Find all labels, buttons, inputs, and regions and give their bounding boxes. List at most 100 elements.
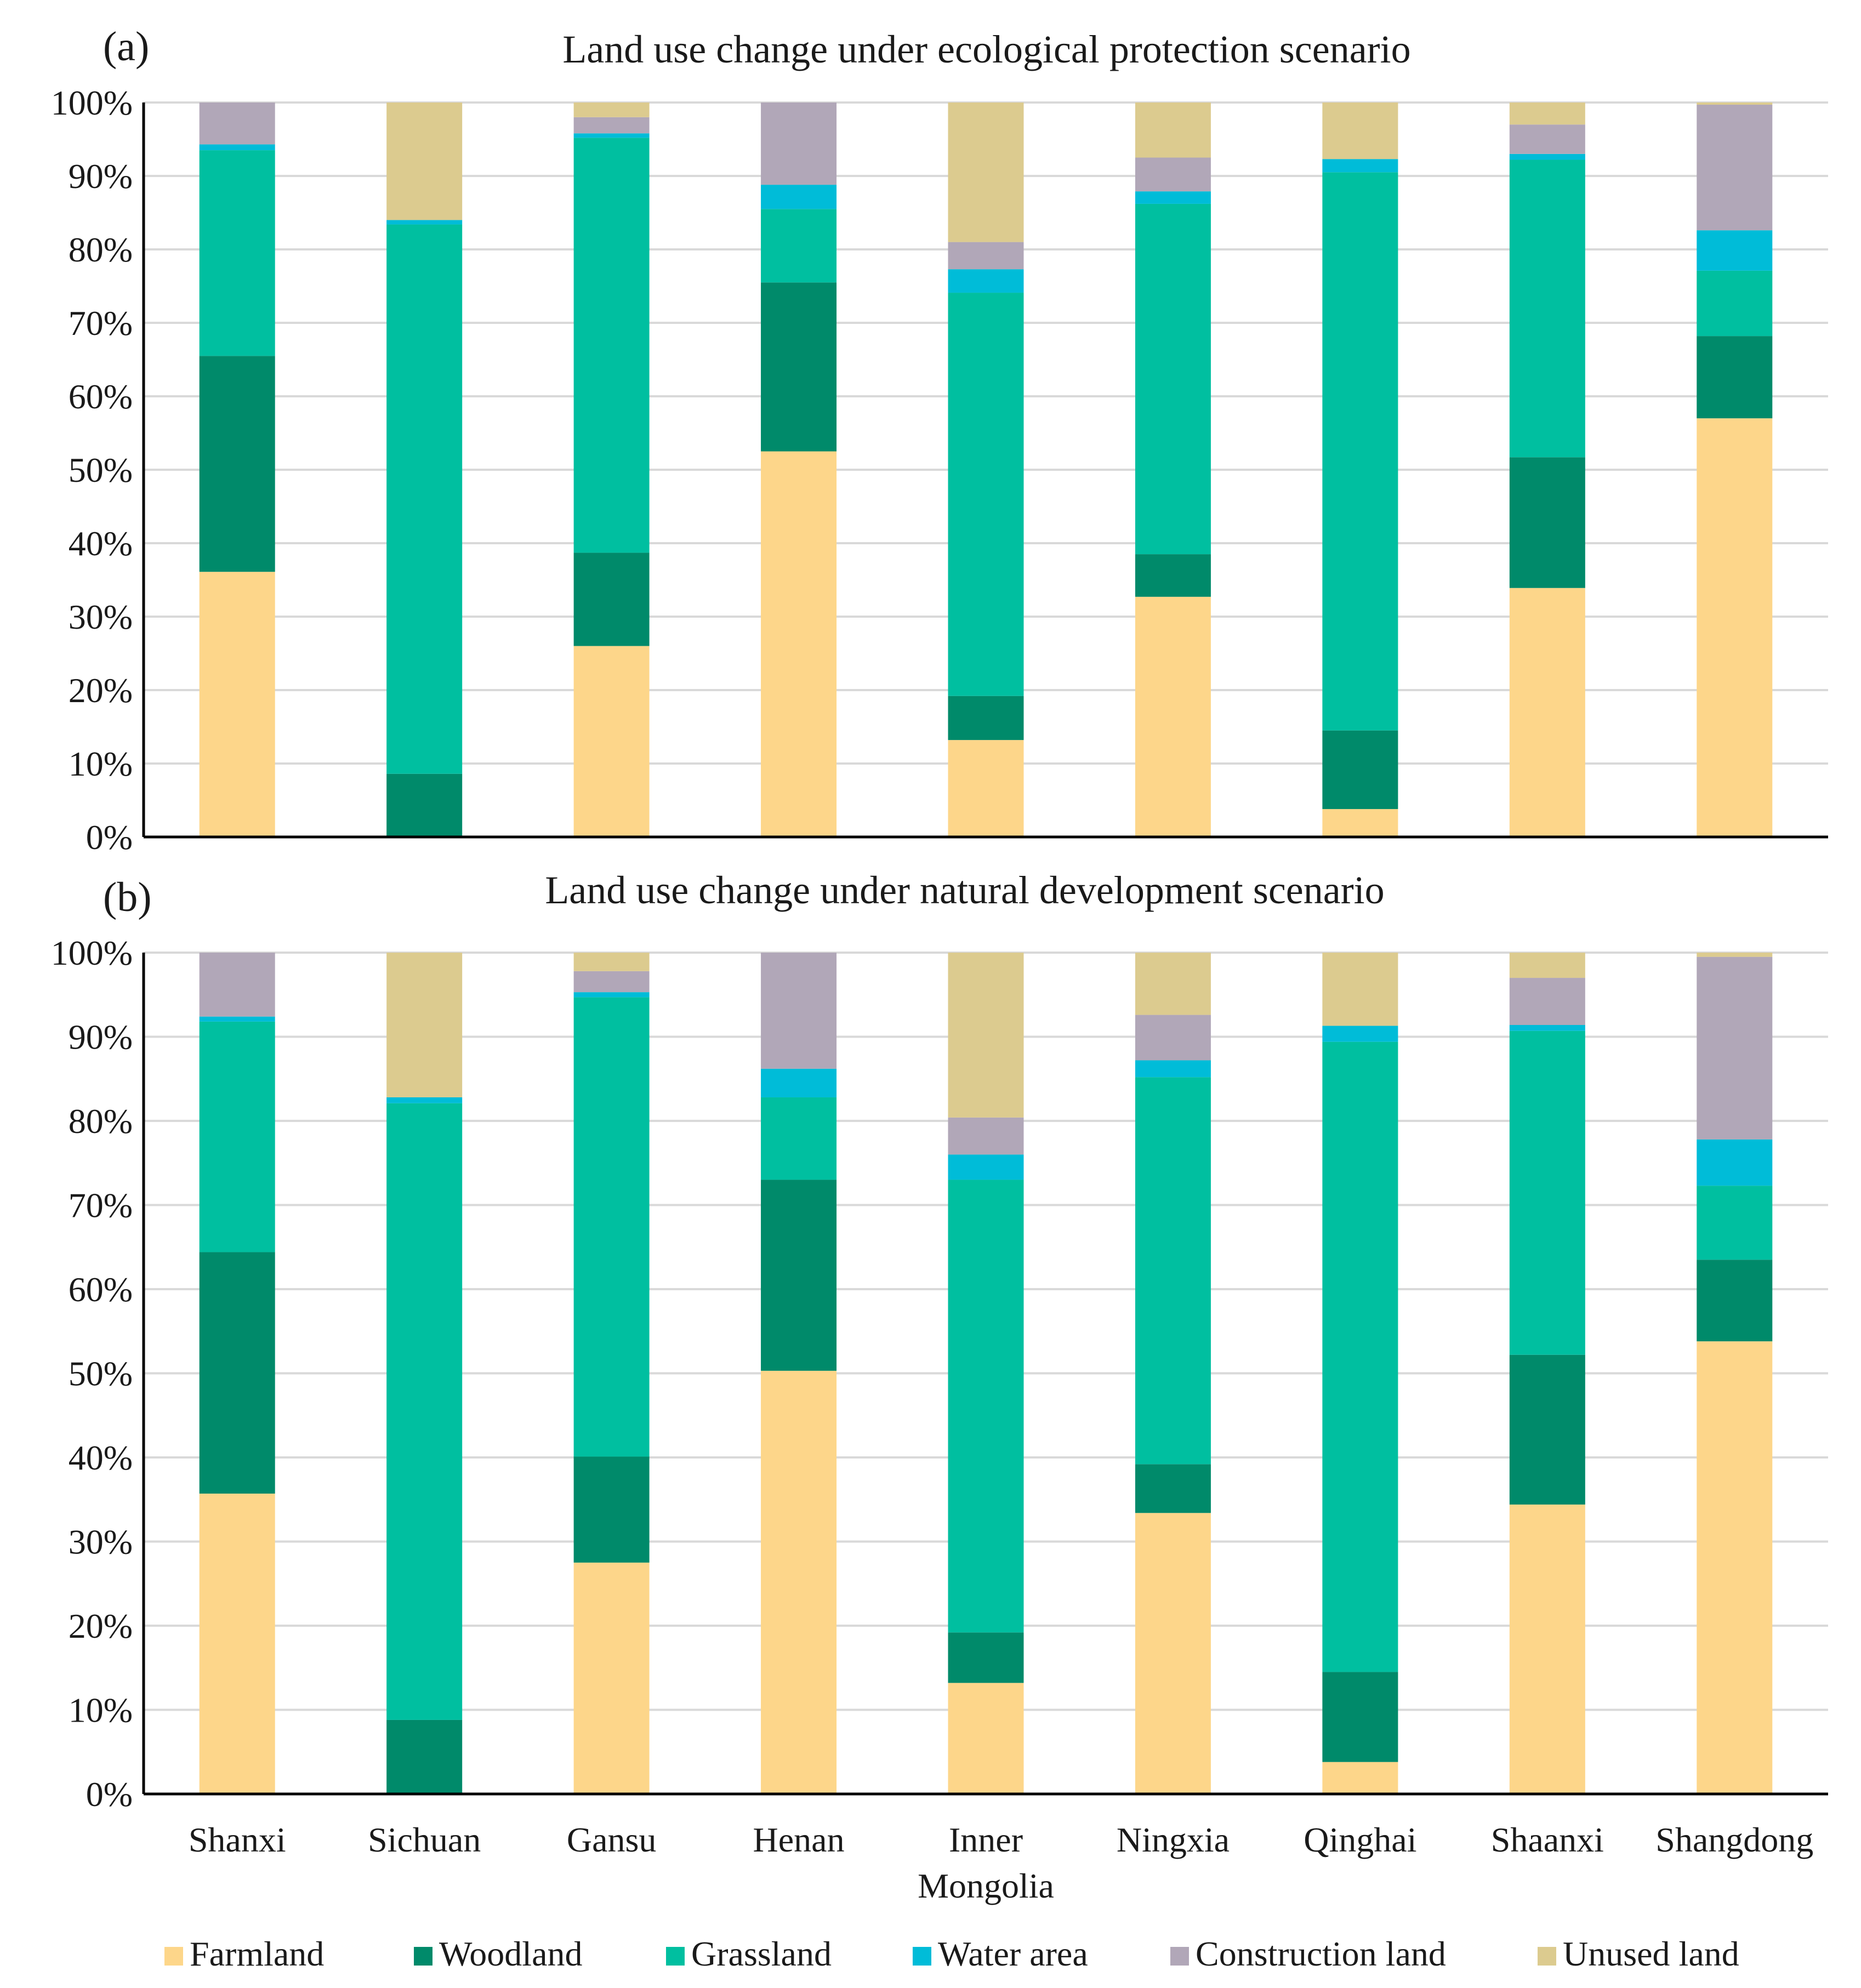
y-tick-label: 10% [69,744,133,783]
y-tick-label: 60% [69,377,133,416]
panel-label: (a) [103,24,149,70]
bar-segment-woodland [1322,730,1398,810]
bar-segment-farmland [199,1494,275,1794]
bar-segment-water-area [573,133,650,138]
legend-swatch [913,1947,931,1966]
x-tick-label: Sichuan [368,1820,481,1859]
bar-segment-woodland [573,1456,650,1563]
x-tick-label: Shangdong [1655,1820,1813,1859]
x-tick-label: Ningxia [1117,1820,1230,1859]
x-tick-label: Gansu [567,1820,657,1859]
y-tick-label: 80% [69,230,133,269]
bar-segment-woodland [1135,554,1211,597]
panel-label: (b) [103,874,152,920]
y-tick-label: 70% [69,304,133,343]
y-tick-label: 30% [69,597,133,636]
bar-segment-unused-land [386,102,463,220]
bar-segment-unused-land [1697,953,1773,957]
y-tick-label: 30% [69,1523,133,1562]
x-axis-category-labels: Shanxi Sichuan Gansu Henan Inner Mongolia Ning… [189,1820,1813,1905]
bar-segment-grassland [573,138,650,553]
chart-title: Land use change under natural developmen… [545,868,1384,912]
bar-segment-farmland [1509,588,1585,837]
bar-segment-farmland [1697,1341,1773,1794]
legend-swatch [666,1947,685,1966]
y-tick-label: 0% [86,818,133,857]
x-tick-label: Henan [753,1820,845,1859]
legend-swatch [1538,1947,1556,1966]
bar-segment-water-area [386,1097,463,1103]
bar-segment-water-area [199,144,275,151]
bar-segment-grassland [1135,1077,1211,1465]
bar-segment-grassland [573,997,650,1457]
bar-segment-construction-land [1697,956,1773,1140]
y-tick-label: 90% [69,1018,133,1057]
bar-segment-farmland [1135,596,1211,837]
bar-segment-woodland [1509,1354,1585,1505]
bar-segment-water-area [1322,159,1398,173]
bar-segment-unused-land [1135,953,1211,1015]
bar-segment-unused-land [573,953,650,971]
bar-segment-water-area [948,1154,1024,1180]
bar-segment-water-area [1135,191,1211,204]
bar-segment-unused-land [1509,102,1585,125]
x-tick-label: Inner Mongolia [918,1820,1054,1905]
bar-segment-woodland [761,1180,837,1371]
legend-swatch [414,1947,432,1966]
bar-segment-grassland [386,224,463,774]
legend-label: Water area [938,1934,1088,1973]
bar-segment-grassland [1697,270,1773,337]
bar-segment-water-area [1509,1025,1585,1031]
legend-label: Woodland [439,1934,582,1973]
bar-segment-woodland [199,1252,275,1494]
bar-segment-unused-land [1322,102,1398,160]
bar-segment-woodland [386,773,463,837]
bar-segment-unused-land [386,953,463,1098]
bar-segment-grassland [1509,1030,1585,1355]
bar-segment-construction-land [1509,978,1585,1026]
bar-segment-farmland [199,572,275,837]
bar-segment-grassland [761,1097,837,1180]
bar-segment-woodland [573,552,650,646]
bar-segment-unused-land [1135,102,1211,158]
bar-segment-unused-land [948,953,1024,1118]
bar-segment-farmland [573,1562,650,1794]
bar-segment-water-area [761,1068,837,1098]
bar-segment-water-area [948,269,1024,293]
bar-segment-woodland [386,1719,463,1794]
bar-segment-unused-land [573,102,650,117]
bar-segment-farmland [1322,809,1398,837]
bar-segment-unused-land [1322,953,1398,1026]
y-tick-label: 40% [69,524,133,563]
bar-segment-construction-land [573,971,650,993]
bar-segment-water-area [386,220,463,225]
bar-segment-grassland [1322,1041,1398,1672]
bar-segment-water-area [761,185,837,209]
panel-a-chart: (a) Land use change under ecological prot… [51,24,1828,857]
legend-label: Unused land [1563,1934,1739,1973]
y-tick-label: 50% [69,451,133,489]
bar-segment-water-area [573,992,650,998]
bar-segment-water-area [1322,1026,1398,1042]
bar-segment-construction-land [199,102,275,145]
bar-segment-farmland [1697,418,1773,837]
bar-segment-woodland [948,1632,1024,1683]
bar-segment-farmland [948,740,1024,837]
bar-segment-water-area [1135,1060,1211,1078]
chart-title: Land use change under ecological protect… [562,27,1410,71]
bar-segment-water-area [199,1016,275,1022]
bar-segment-construction-land [761,102,837,185]
bar-segment-farmland [761,451,837,837]
y-tick-label: 40% [69,1438,133,1477]
bar-segment-grassland [1697,1186,1773,1260]
bar-segment-woodland [761,282,837,452]
bar-segment-construction-land [761,953,837,1069]
legend-label: Farmland [190,1934,324,1973]
bar-segment-unused-land [948,102,1024,242]
x-tick-label: Shaanxi [1491,1820,1604,1859]
bar-segment-grassland [386,1103,463,1720]
bar-segment-construction-land [1135,157,1211,192]
bar-segment-construction-land [948,1117,1024,1155]
bar-segment-woodland [1697,1260,1773,1342]
